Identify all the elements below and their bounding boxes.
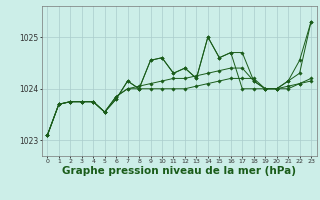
X-axis label: Graphe pression niveau de la mer (hPa): Graphe pression niveau de la mer (hPa) (62, 166, 296, 176)
